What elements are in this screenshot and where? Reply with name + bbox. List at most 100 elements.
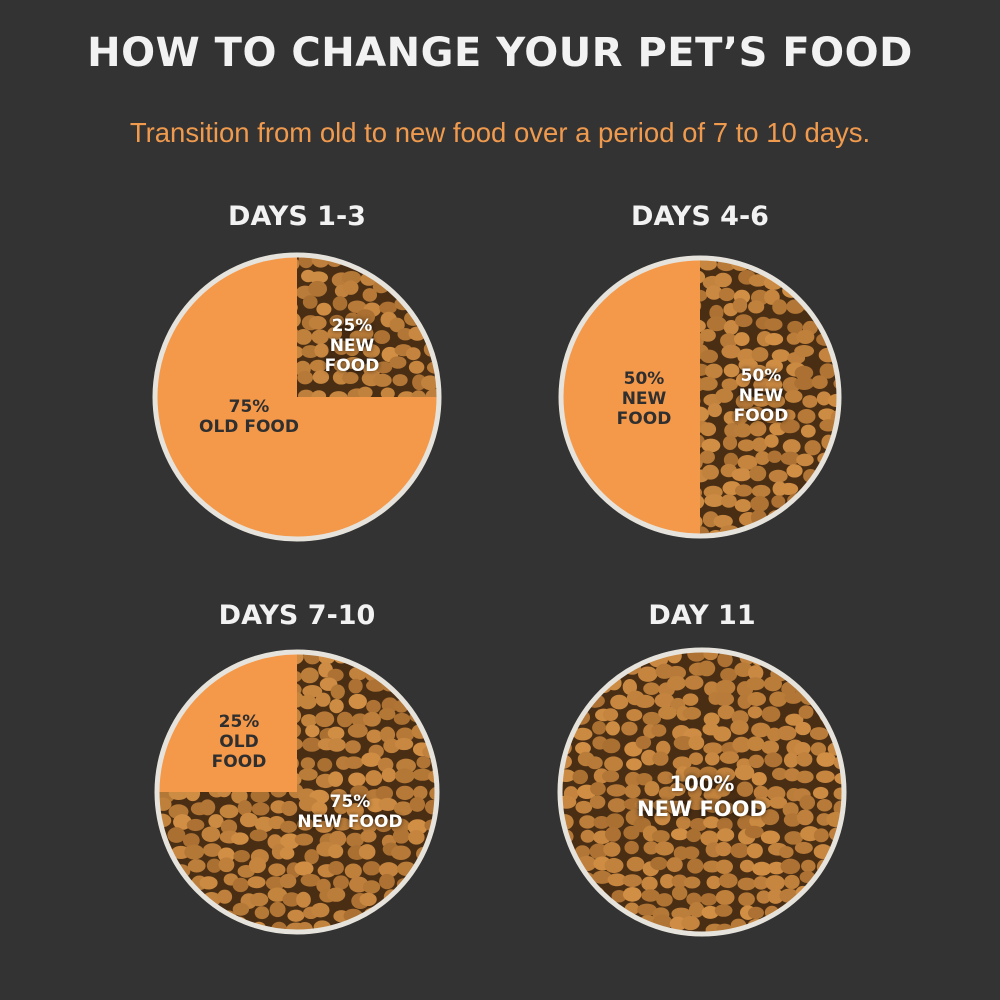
kibble-piece — [589, 795, 606, 809]
kibble-piece — [684, 675, 704, 690]
kibble-piece — [715, 889, 735, 906]
kibble-piece — [819, 652, 836, 664]
kibble-piece — [755, 451, 770, 465]
kibble-piece — [723, 452, 739, 468]
kibble-piece — [834, 696, 842, 711]
kibble-piece — [348, 772, 366, 787]
kibble-piece — [621, 721, 638, 736]
kibble-piece — [610, 694, 629, 710]
kibble-piece — [624, 652, 644, 661]
kibble-piece — [751, 437, 768, 452]
kibble-piece — [716, 817, 733, 832]
kibble-piece — [302, 295, 318, 309]
kibble-piece — [756, 890, 771, 904]
kibble-piece — [575, 663, 594, 679]
kibble-piece — [660, 873, 675, 889]
kibble-piece — [786, 464, 803, 478]
kibble-piece — [641, 889, 660, 902]
kibble-piece — [737, 439, 756, 452]
kibble-piece — [416, 756, 431, 769]
kibble-piece — [294, 861, 314, 876]
kibble-piece — [421, 375, 437, 391]
kibble-piece — [359, 892, 377, 907]
kibble-piece — [751, 347, 769, 362]
kibble-piece — [637, 666, 658, 682]
kibble-piece — [749, 420, 767, 437]
kibble-piece — [220, 819, 238, 835]
kibble-piece — [395, 785, 414, 800]
kibble-piece — [764, 434, 779, 448]
label-line: FOOD — [211, 752, 267, 772]
kibble-piece — [249, 892, 269, 907]
kibble-piece — [312, 370, 330, 384]
kibble-piece — [562, 769, 576, 783]
kibble-piece — [373, 373, 392, 387]
kibble-piece — [723, 363, 740, 378]
kibble-piece — [751, 771, 767, 786]
kibble-piece — [749, 364, 768, 379]
kibble-piece — [808, 917, 829, 931]
kibble-piece — [654, 809, 671, 826]
kibble-piece — [593, 816, 610, 829]
kibble-piece — [634, 798, 655, 811]
kibble-piece — [816, 798, 833, 812]
kibble-piece — [761, 706, 781, 722]
kibble-piece — [734, 499, 752, 513]
kibble-piece — [654, 693, 675, 708]
kibble-piece — [706, 875, 721, 890]
kibble-piece — [698, 376, 718, 391]
kibble-piece — [297, 922, 313, 930]
kibble-piece — [624, 840, 639, 855]
kibble-piece — [389, 356, 407, 369]
kibble-piece — [344, 863, 362, 879]
kibble-piece — [294, 329, 313, 345]
kibble-piece — [816, 752, 836, 767]
kibble-piece — [572, 902, 591, 916]
kibble-piece — [311, 257, 330, 268]
kibble-piece — [764, 752, 783, 768]
kibble-piece — [833, 787, 842, 800]
kibble-piece — [794, 344, 815, 358]
kibble-piece — [298, 257, 314, 269]
slice-label-new-days-1-3: 25% NEW FOOD — [272, 316, 432, 376]
kibble-piece — [683, 876, 701, 889]
kibble-piece — [644, 780, 660, 797]
kibble-piece — [735, 372, 751, 388]
kibble-piece — [730, 720, 749, 735]
kibble-piece — [303, 654, 321, 665]
kibble-piece — [375, 818, 393, 833]
kibble-piece — [739, 859, 755, 873]
kibble-piece — [687, 796, 705, 811]
kibble-piece — [719, 751, 739, 764]
pie-slice-old-food — [159, 654, 297, 792]
kibble-piece — [604, 826, 621, 842]
kibble-piece — [784, 831, 804, 845]
kibble-piece — [827, 393, 837, 408]
kibble-piece — [330, 788, 348, 803]
kibble-piece — [834, 772, 842, 785]
kibble-piece — [666, 665, 687, 680]
kibble-piece — [796, 652, 813, 664]
kibble-piece — [765, 359, 783, 374]
kibble-piece — [785, 713, 804, 726]
kibble-piece — [199, 876, 218, 890]
kibble-piece — [626, 856, 645, 872]
slice-label-old-days-1-3: 75% OLD FOOD — [169, 397, 329, 437]
kibble-piece — [671, 874, 688, 888]
kibble-piece — [575, 742, 591, 755]
kibble-piece — [819, 363, 836, 379]
kibble-piece — [395, 768, 415, 784]
kibble-piece — [314, 343, 329, 358]
kibble-piece — [336, 711, 353, 728]
kibble-piece — [588, 906, 603, 921]
kibble-piece — [704, 752, 720, 766]
kibble-piece — [608, 916, 623, 932]
kibble-piece — [681, 916, 700, 931]
kibble-piece — [717, 705, 735, 720]
kibble-piece — [332, 817, 352, 831]
label-line: FOOD — [324, 356, 380, 376]
kibble-piece — [682, 706, 702, 720]
kibble-piece — [592, 720, 607, 735]
kibble-piece — [329, 314, 345, 328]
kibble-piece — [720, 667, 738, 682]
